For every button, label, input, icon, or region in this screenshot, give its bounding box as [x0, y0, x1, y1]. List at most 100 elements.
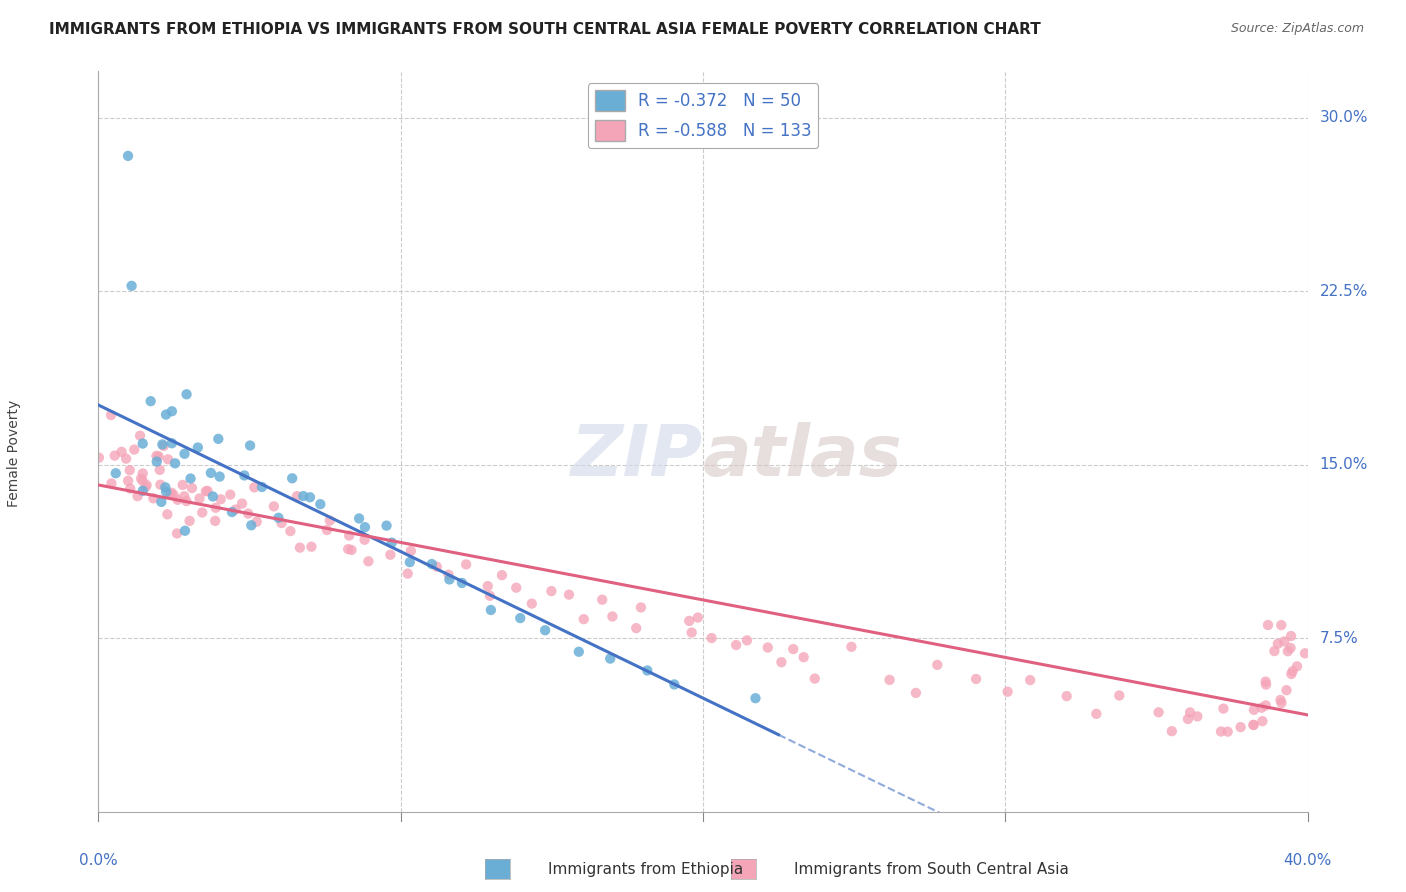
Point: [219, 488, 242, 502]
Point: [155, 480, 177, 494]
Point: [200, 466, 222, 480]
Point: [1267, 637, 1289, 651]
Point: [115, 451, 138, 466]
Point: [204, 500, 226, 515]
Point: [1251, 714, 1274, 728]
Point: [509, 611, 531, 625]
Point: [309, 497, 332, 511]
Point: [572, 612, 595, 626]
Point: [904, 686, 927, 700]
Point: [160, 485, 183, 500]
Point: [782, 642, 804, 657]
Point: [477, 579, 499, 593]
Point: [131, 474, 153, 488]
Point: [209, 492, 232, 507]
Point: [142, 491, 165, 506]
Point: [927, 657, 949, 672]
Point: [1279, 640, 1302, 655]
Point: [231, 497, 253, 511]
Point: [398, 555, 420, 569]
Point: [87, 450, 110, 465]
Point: [191, 506, 214, 520]
Point: [194, 484, 217, 499]
Point: [1257, 618, 1279, 632]
Point: [150, 437, 173, 451]
Point: [145, 455, 167, 469]
Point: [100, 408, 122, 422]
Point: [1212, 701, 1234, 715]
Point: [420, 557, 443, 571]
Point: [1272, 634, 1295, 648]
Point: [149, 463, 172, 477]
Point: [1275, 683, 1298, 698]
Point: [111, 445, 134, 459]
Point: [319, 514, 342, 528]
Point: [263, 500, 285, 514]
Point: [1108, 689, 1130, 703]
Point: [353, 533, 375, 547]
Point: [159, 487, 181, 501]
Point: [1279, 667, 1302, 681]
Point: [225, 502, 247, 516]
Point: [678, 614, 700, 628]
Point: [1277, 644, 1299, 658]
Point: [120, 482, 142, 496]
Point: [1160, 724, 1182, 739]
Point: [965, 672, 987, 686]
Point: [156, 508, 179, 522]
Point: [239, 438, 262, 452]
Point: [1243, 718, 1265, 732]
Text: Immigrants from Ethiopia: Immigrants from Ethiopia: [548, 863, 744, 877]
Point: [602, 609, 624, 624]
Point: [534, 624, 557, 638]
Point: [1294, 646, 1316, 660]
Point: [270, 516, 292, 530]
Point: [201, 490, 224, 504]
Text: 30.0%: 30.0%: [1320, 110, 1368, 125]
Point: [163, 488, 186, 502]
Point: [558, 588, 581, 602]
Point: [267, 510, 290, 524]
Point: [1243, 718, 1265, 732]
Point: [630, 600, 652, 615]
Point: [100, 476, 122, 491]
Point: [1229, 720, 1251, 734]
Point: [221, 505, 243, 519]
Point: [187, 441, 209, 455]
Point: [770, 655, 793, 669]
Text: 7.5%: 7.5%: [1320, 631, 1358, 646]
Point: [1286, 659, 1309, 673]
Point: [155, 484, 177, 499]
Point: [180, 471, 202, 485]
Point: [122, 442, 145, 457]
Point: [1254, 698, 1277, 713]
Point: [725, 638, 748, 652]
Point: [176, 494, 198, 508]
Point: [664, 677, 686, 691]
Point: [1279, 629, 1302, 643]
Point: [150, 495, 173, 509]
Point: [396, 566, 419, 581]
Point: [686, 610, 709, 624]
Point: [337, 528, 360, 542]
Point: [347, 511, 370, 525]
Point: [1270, 618, 1292, 632]
Point: [129, 472, 152, 486]
Point: [104, 449, 127, 463]
Point: [491, 568, 513, 582]
Point: [316, 523, 339, 537]
Point: [292, 489, 315, 503]
Point: [1254, 677, 1277, 691]
Point: [160, 436, 183, 450]
Point: [243, 480, 266, 494]
Point: [149, 477, 172, 491]
Point: [181, 481, 204, 495]
Point: [357, 554, 380, 568]
Point: [173, 447, 195, 461]
Point: [756, 640, 779, 655]
Point: [540, 584, 562, 599]
Point: [298, 490, 321, 504]
Point: [997, 684, 1019, 698]
Point: [636, 664, 658, 678]
Point: [1243, 703, 1265, 717]
